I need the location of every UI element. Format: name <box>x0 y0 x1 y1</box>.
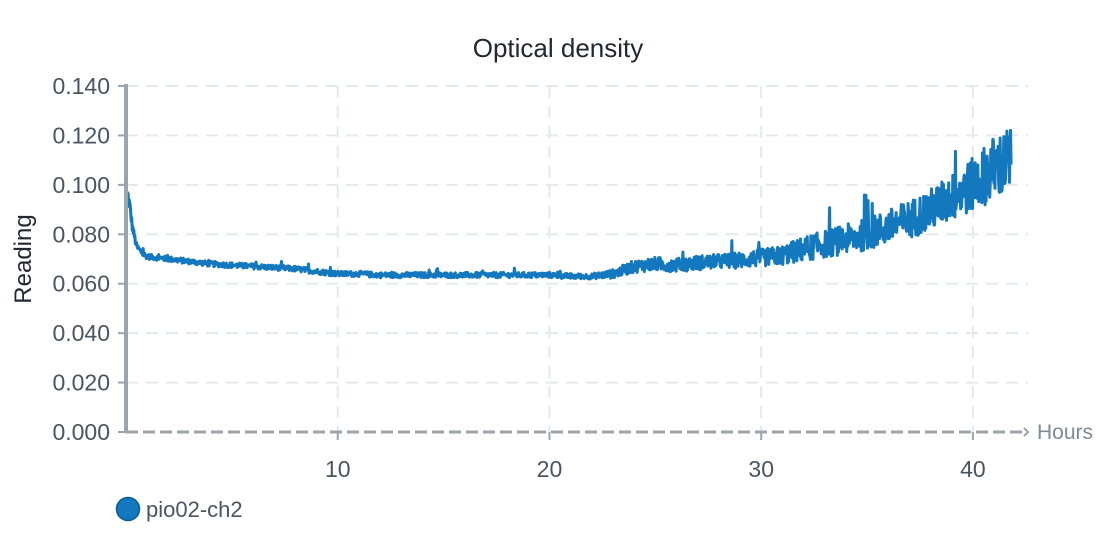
series-line-pio02-ch2 <box>125 128 1013 281</box>
y-tick-label-7: 0.140 <box>52 73 110 99</box>
legend-label-pio02-ch2: pio02-ch2 <box>146 497 243 522</box>
y-tick-label-4: 0.080 <box>52 221 110 247</box>
x-tick-label-0: 10 <box>325 456 351 482</box>
axes <box>118 84 1030 440</box>
y-tick-label-6: 0.120 <box>52 122 110 148</box>
x-tick-label-3: 40 <box>960 456 986 482</box>
x-axis-arrow <box>1023 427 1030 437</box>
y-tick-label-3: 0.060 <box>52 271 110 297</box>
legend-marker-pio02-ch2 <box>115 496 141 522</box>
tick-labels: 0.000 0.020 0.040 0.060 0.080 0.100 0.120 0.140… <box>52 73 985 482</box>
gridlines <box>126 85 1028 432</box>
series-group <box>125 128 1013 281</box>
x-tick-label-2: 30 <box>748 456 774 482</box>
chart-title: Optical density <box>473 33 644 63</box>
y-axis-label: Reading <box>10 214 37 303</box>
y-tick-label-2: 0.040 <box>52 320 110 346</box>
y-tick-label-5: 0.100 <box>52 172 110 198</box>
x-tick-label-1: 20 <box>537 456 563 482</box>
y-tick-label-1: 0.020 <box>52 370 110 396</box>
y-tick-label-0: 0.000 <box>52 419 110 445</box>
legend[interactable]: pio02-ch2 <box>115 496 243 522</box>
x-axis-unit-label: Hours <box>1037 421 1093 444</box>
